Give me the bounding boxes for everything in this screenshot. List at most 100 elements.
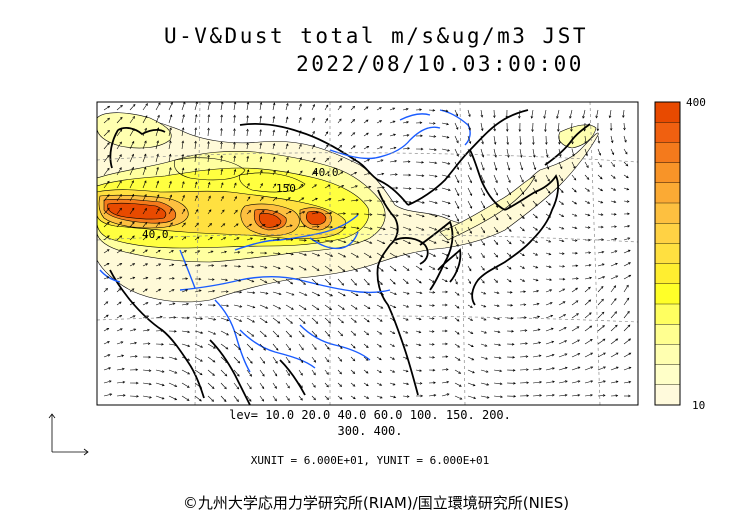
wind-vector-head (571, 141, 574, 145)
wind-vector (103, 288, 108, 293)
wind-vector-head (300, 397, 303, 401)
wind-vector (181, 209, 186, 215)
wind-vector-head (135, 368, 139, 372)
wind-vector (480, 356, 488, 360)
wind-vector (181, 369, 190, 375)
wind-vector-head (264, 266, 268, 269)
wind-vector (298, 170, 303, 176)
wind-vector (402, 134, 409, 137)
wind-vector-head (470, 292, 473, 295)
wind-vector (285, 157, 289, 163)
wind-vector (454, 122, 459, 130)
wind-vector-head (132, 315, 136, 318)
wind-vector-head (507, 167, 511, 171)
wind-vector (415, 343, 421, 346)
wind-vector-head (445, 303, 448, 307)
wind-vector-head (534, 203, 538, 207)
wind-vector (558, 252, 565, 255)
wind-vector (181, 167, 184, 176)
wind-vector-head (395, 228, 399, 231)
wind-vector-head (522, 241, 525, 244)
wind-vector-head (548, 240, 552, 243)
wind-vector (324, 212, 332, 215)
wind-vector (532, 187, 538, 194)
wind-vector (220, 237, 226, 241)
wind-vector-head (564, 353, 568, 356)
wind-vector-head (121, 354, 125, 358)
wind-vector (428, 187, 438, 191)
wind-vector-head (522, 253, 525, 257)
wind-vector (207, 102, 211, 111)
wind-vector (194, 356, 203, 362)
wind-vector-head (171, 250, 174, 253)
wind-vector (116, 180, 122, 189)
wind-vector (493, 382, 503, 385)
wind-vector (454, 278, 458, 285)
wind-vector-head (615, 275, 619, 278)
wind-vector (324, 104, 329, 111)
wind-vector-head (213, 346, 216, 349)
wind-vector-head (518, 115, 521, 119)
wind-vector-head (131, 288, 135, 291)
wind-vector-head (341, 185, 345, 188)
contour-label: 40.0 (142, 228, 169, 241)
wind-vector (493, 148, 497, 158)
wind-vector-head (564, 366, 568, 370)
wind-vector-head (434, 148, 437, 151)
wind-vector-head (264, 320, 268, 324)
wind-vector (518, 109, 521, 119)
wind-vector-head (211, 264, 215, 267)
wind-vector-head (317, 239, 321, 243)
wind-vector-head (287, 360, 291, 364)
wind-vector-head (339, 105, 342, 108)
wind-vector (480, 187, 485, 196)
wind-vector-head (221, 195, 224, 199)
wind-vector-head (169, 180, 172, 184)
wind-vector (298, 369, 303, 376)
wind-vector-head (551, 340, 555, 344)
wind-vector-head (313, 397, 316, 401)
wind-vector-head (561, 214, 565, 217)
wind-vector-head (432, 368, 436, 372)
wind-vector-head (119, 221, 123, 225)
wind-vector (246, 223, 252, 228)
wind-vector-head (626, 284, 629, 288)
wind-vector-head (556, 116, 559, 119)
wind-vector-head (485, 370, 489, 373)
wind-vector-head (421, 214, 425, 218)
wind-vector-head (226, 304, 230, 308)
wind-vector-head (368, 293, 372, 296)
wind-vector (532, 290, 539, 293)
wind-vector-head (445, 342, 448, 346)
wind-vector-head (300, 385, 303, 389)
wind-vector (428, 226, 437, 231)
wind-vector (584, 277, 592, 280)
wind-vector (285, 343, 291, 351)
wind-vector (194, 317, 203, 320)
wind-vector-head (171, 277, 175, 280)
wind-vector (532, 226, 538, 231)
wind-vector (285, 278, 293, 285)
wind-vector (467, 122, 471, 131)
wind-vector (311, 239, 320, 242)
wind-vector-head (185, 277, 189, 281)
wind-vector (623, 148, 628, 155)
wind-vector (142, 263, 148, 267)
wind-vector-head (421, 160, 425, 164)
wind-vector-head (379, 332, 383, 335)
wind-vector (569, 109, 573, 119)
wind-vector-head (147, 328, 150, 332)
wind-vector-head (157, 208, 160, 211)
wind-vector (350, 119, 355, 124)
wind-vector (389, 160, 397, 163)
wind-vector (610, 381, 619, 384)
wind-vector-head (157, 235, 161, 239)
wind-vector-head (200, 331, 204, 334)
wind-vector (402, 108, 409, 111)
wind-vector-head (287, 183, 290, 187)
wind-vector-head (511, 342, 515, 346)
wind-vector (103, 221, 110, 228)
wind-vector-head (106, 262, 110, 266)
wind-vector-head (259, 102, 263, 105)
wind-vector-head (586, 165, 589, 169)
